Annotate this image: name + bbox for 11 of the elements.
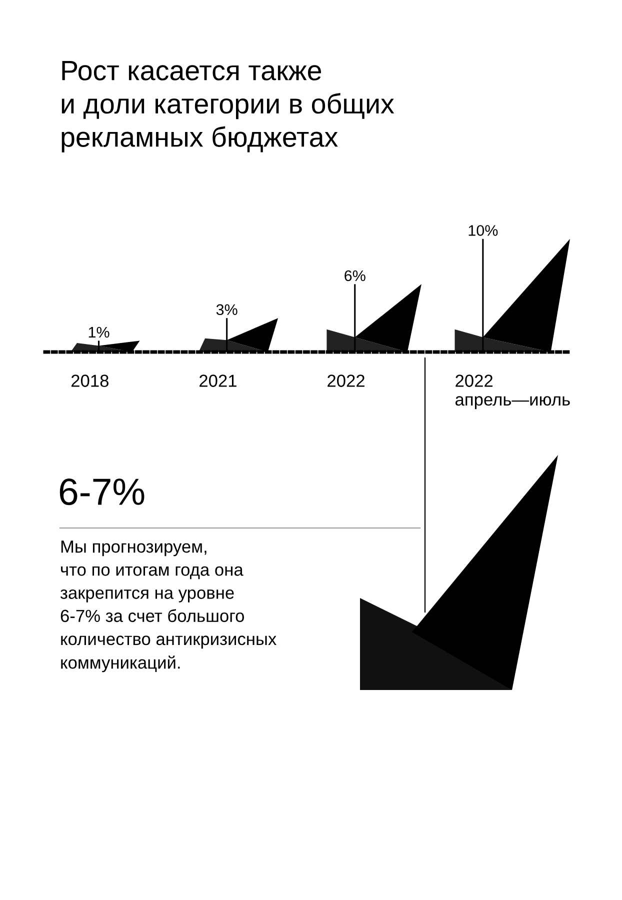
x-tick-label: 2022 апрель—июль (455, 374, 570, 410)
text: 6-7% (60, 478, 144, 506)
data-label: 1% (88, 326, 110, 338)
data-label: 3% (216, 304, 238, 316)
x-tick-label: 2022 (328, 374, 364, 387)
text: Мы прогнозируем, что по итогам года она закрепится на уровне 6-7% за счет большого количество антикризисных коммуникаций. (60, 540, 276, 672)
data-label: 10% (468, 225, 498, 236)
x-tick-label: 2018 (71, 374, 108, 387)
chart-title: Рост касается также и доли категории в общих рекламных бюджетах (62, 61, 394, 152)
x-tick-label: 2021 (200, 374, 236, 387)
data-label: 6% (344, 270, 366, 282)
